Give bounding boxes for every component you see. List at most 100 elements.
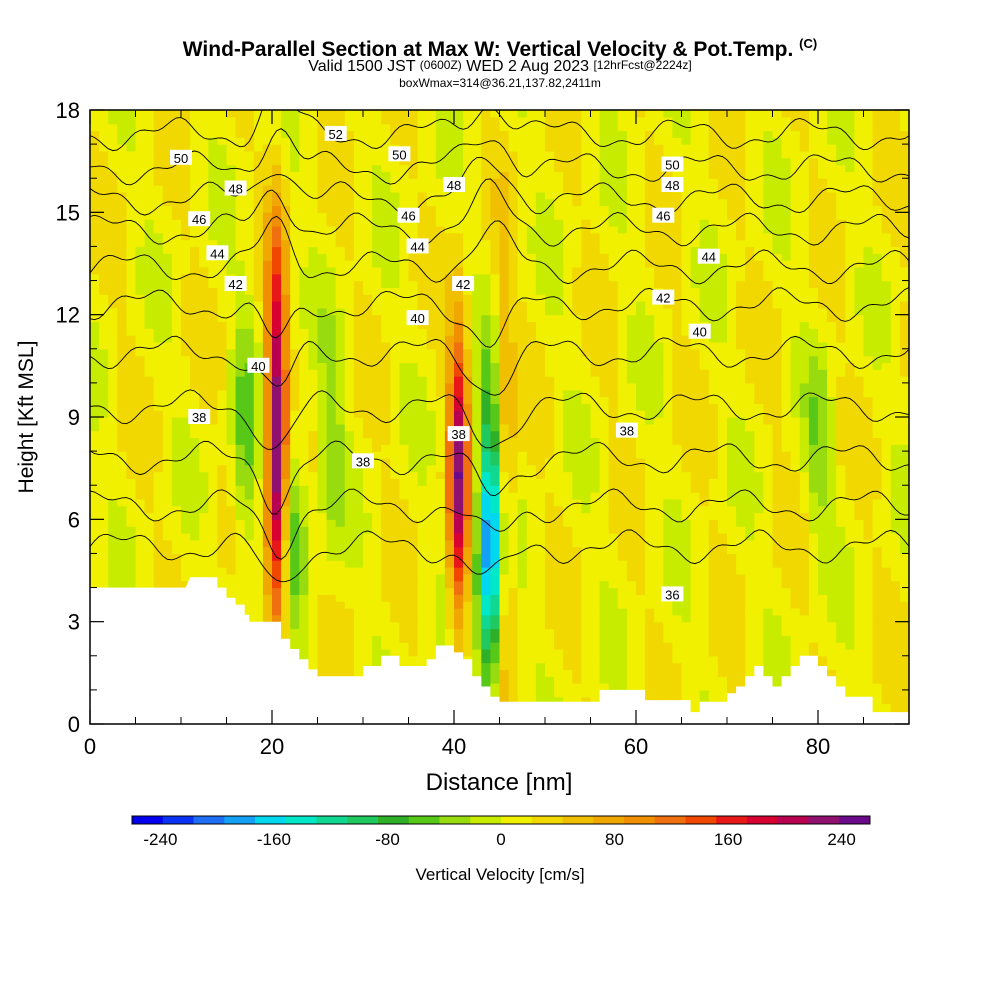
- field-cell: [535, 130, 546, 138]
- field-cell: [344, 239, 355, 248]
- field-cell: [162, 307, 173, 316]
- field-cell: [126, 403, 137, 411]
- field-cell: [308, 178, 319, 186]
- field-cell: [590, 648, 601, 657]
- field-cell: [272, 376, 282, 384]
- field-cell: [472, 266, 482, 275]
- field-cell: [444, 519, 455, 527]
- field-cell: [517, 676, 528, 684]
- field-cell: [408, 341, 419, 350]
- field-cell: [199, 130, 209, 138]
- field-cell: [572, 389, 582, 398]
- field-cell: [390, 505, 400, 514]
- field-cell: [581, 280, 592, 288]
- field-cell: [372, 519, 382, 527]
- field-cell: [472, 314, 482, 323]
- field-cell: [272, 614, 282, 623]
- field-cell: [181, 505, 191, 514]
- field-cell: [99, 512, 109, 520]
- field-cell: [563, 526, 573, 534]
- field-cell: [353, 512, 364, 520]
- field-cell: [281, 444, 291, 452]
- field-cell: [326, 110, 337, 118]
- field-cell: [272, 519, 282, 527]
- field-cell: [372, 171, 382, 179]
- field-cell: [108, 451, 118, 459]
- field-cell: [199, 430, 209, 439]
- field-cell: [99, 478, 109, 486]
- field-cell: [508, 150, 519, 159]
- field-cell: [171, 382, 182, 391]
- field-cell: [390, 232, 400, 241]
- field-cell: [408, 144, 419, 152]
- field-cell: [162, 464, 173, 473]
- field-cell: [481, 307, 491, 316]
- field-cell: [390, 157, 400, 166]
- field-cell: [171, 492, 182, 500]
- field-cell: [326, 341, 337, 350]
- field-cell: [481, 328, 491, 336]
- field-cell: [581, 519, 592, 527]
- field-cell: [435, 212, 446, 220]
- field-cell: [199, 246, 209, 254]
- field-cell: [117, 335, 127, 343]
- field-cell: [563, 280, 573, 288]
- field-cell: [262, 232, 273, 241]
- field-cell: [435, 498, 446, 507]
- field-cell: [526, 280, 537, 288]
- field-cell: [408, 423, 419, 432]
- field-cell: [244, 485, 255, 493]
- field-cell: [190, 191, 200, 200]
- field-cell: [435, 171, 446, 179]
- field-cell: [508, 519, 519, 527]
- field-cell: [545, 116, 555, 125]
- field-cell: [408, 648, 419, 657]
- field-cell: [535, 198, 546, 207]
- field-cell: [317, 560, 328, 568]
- field-cell: [390, 464, 400, 473]
- field-cell: [317, 389, 328, 398]
- field-cell: [317, 403, 328, 411]
- field-cell: [244, 396, 255, 404]
- field-cell: [190, 321, 200, 329]
- field-cell: [417, 403, 428, 411]
- field-cell: [490, 266, 501, 275]
- field-cell: [444, 348, 455, 357]
- field-cell: [554, 219, 564, 227]
- field-cell: [208, 335, 218, 343]
- field-cell: [572, 485, 582, 493]
- field-cell: [554, 498, 564, 507]
- field-cell: [162, 560, 173, 568]
- field-cell: [435, 178, 446, 186]
- field-cell: [554, 144, 564, 152]
- field-cell: [144, 212, 155, 220]
- field-cell: [126, 382, 137, 391]
- field-cell: [563, 382, 573, 391]
- field-cell: [126, 232, 137, 241]
- field-cell: [190, 307, 200, 316]
- field-cell: [490, 253, 501, 261]
- field-cell: [363, 301, 373, 309]
- field-cell: [335, 266, 346, 275]
- field-cell: [308, 314, 319, 323]
- field-cell: [353, 485, 364, 493]
- field-cell: [399, 601, 410, 609]
- field-cell: [535, 676, 546, 684]
- field-cell: [135, 382, 146, 391]
- field-cell: [171, 232, 182, 241]
- field-cell: [463, 225, 473, 234]
- field-cell: [517, 410, 528, 418]
- field-cell: [535, 526, 546, 534]
- field-cell: [335, 273, 346, 282]
- field-cell: [317, 144, 328, 152]
- field-cell: [472, 191, 482, 200]
- field-cell: [262, 546, 273, 555]
- field-cell: [135, 116, 146, 125]
- field-cell: [499, 110, 510, 118]
- field-cell: [335, 464, 346, 473]
- field-cell: [454, 403, 464, 411]
- field-cell: [563, 444, 573, 452]
- field-cell: [463, 130, 473, 138]
- field-cell: [472, 362, 482, 370]
- field-cell: [590, 471, 601, 479]
